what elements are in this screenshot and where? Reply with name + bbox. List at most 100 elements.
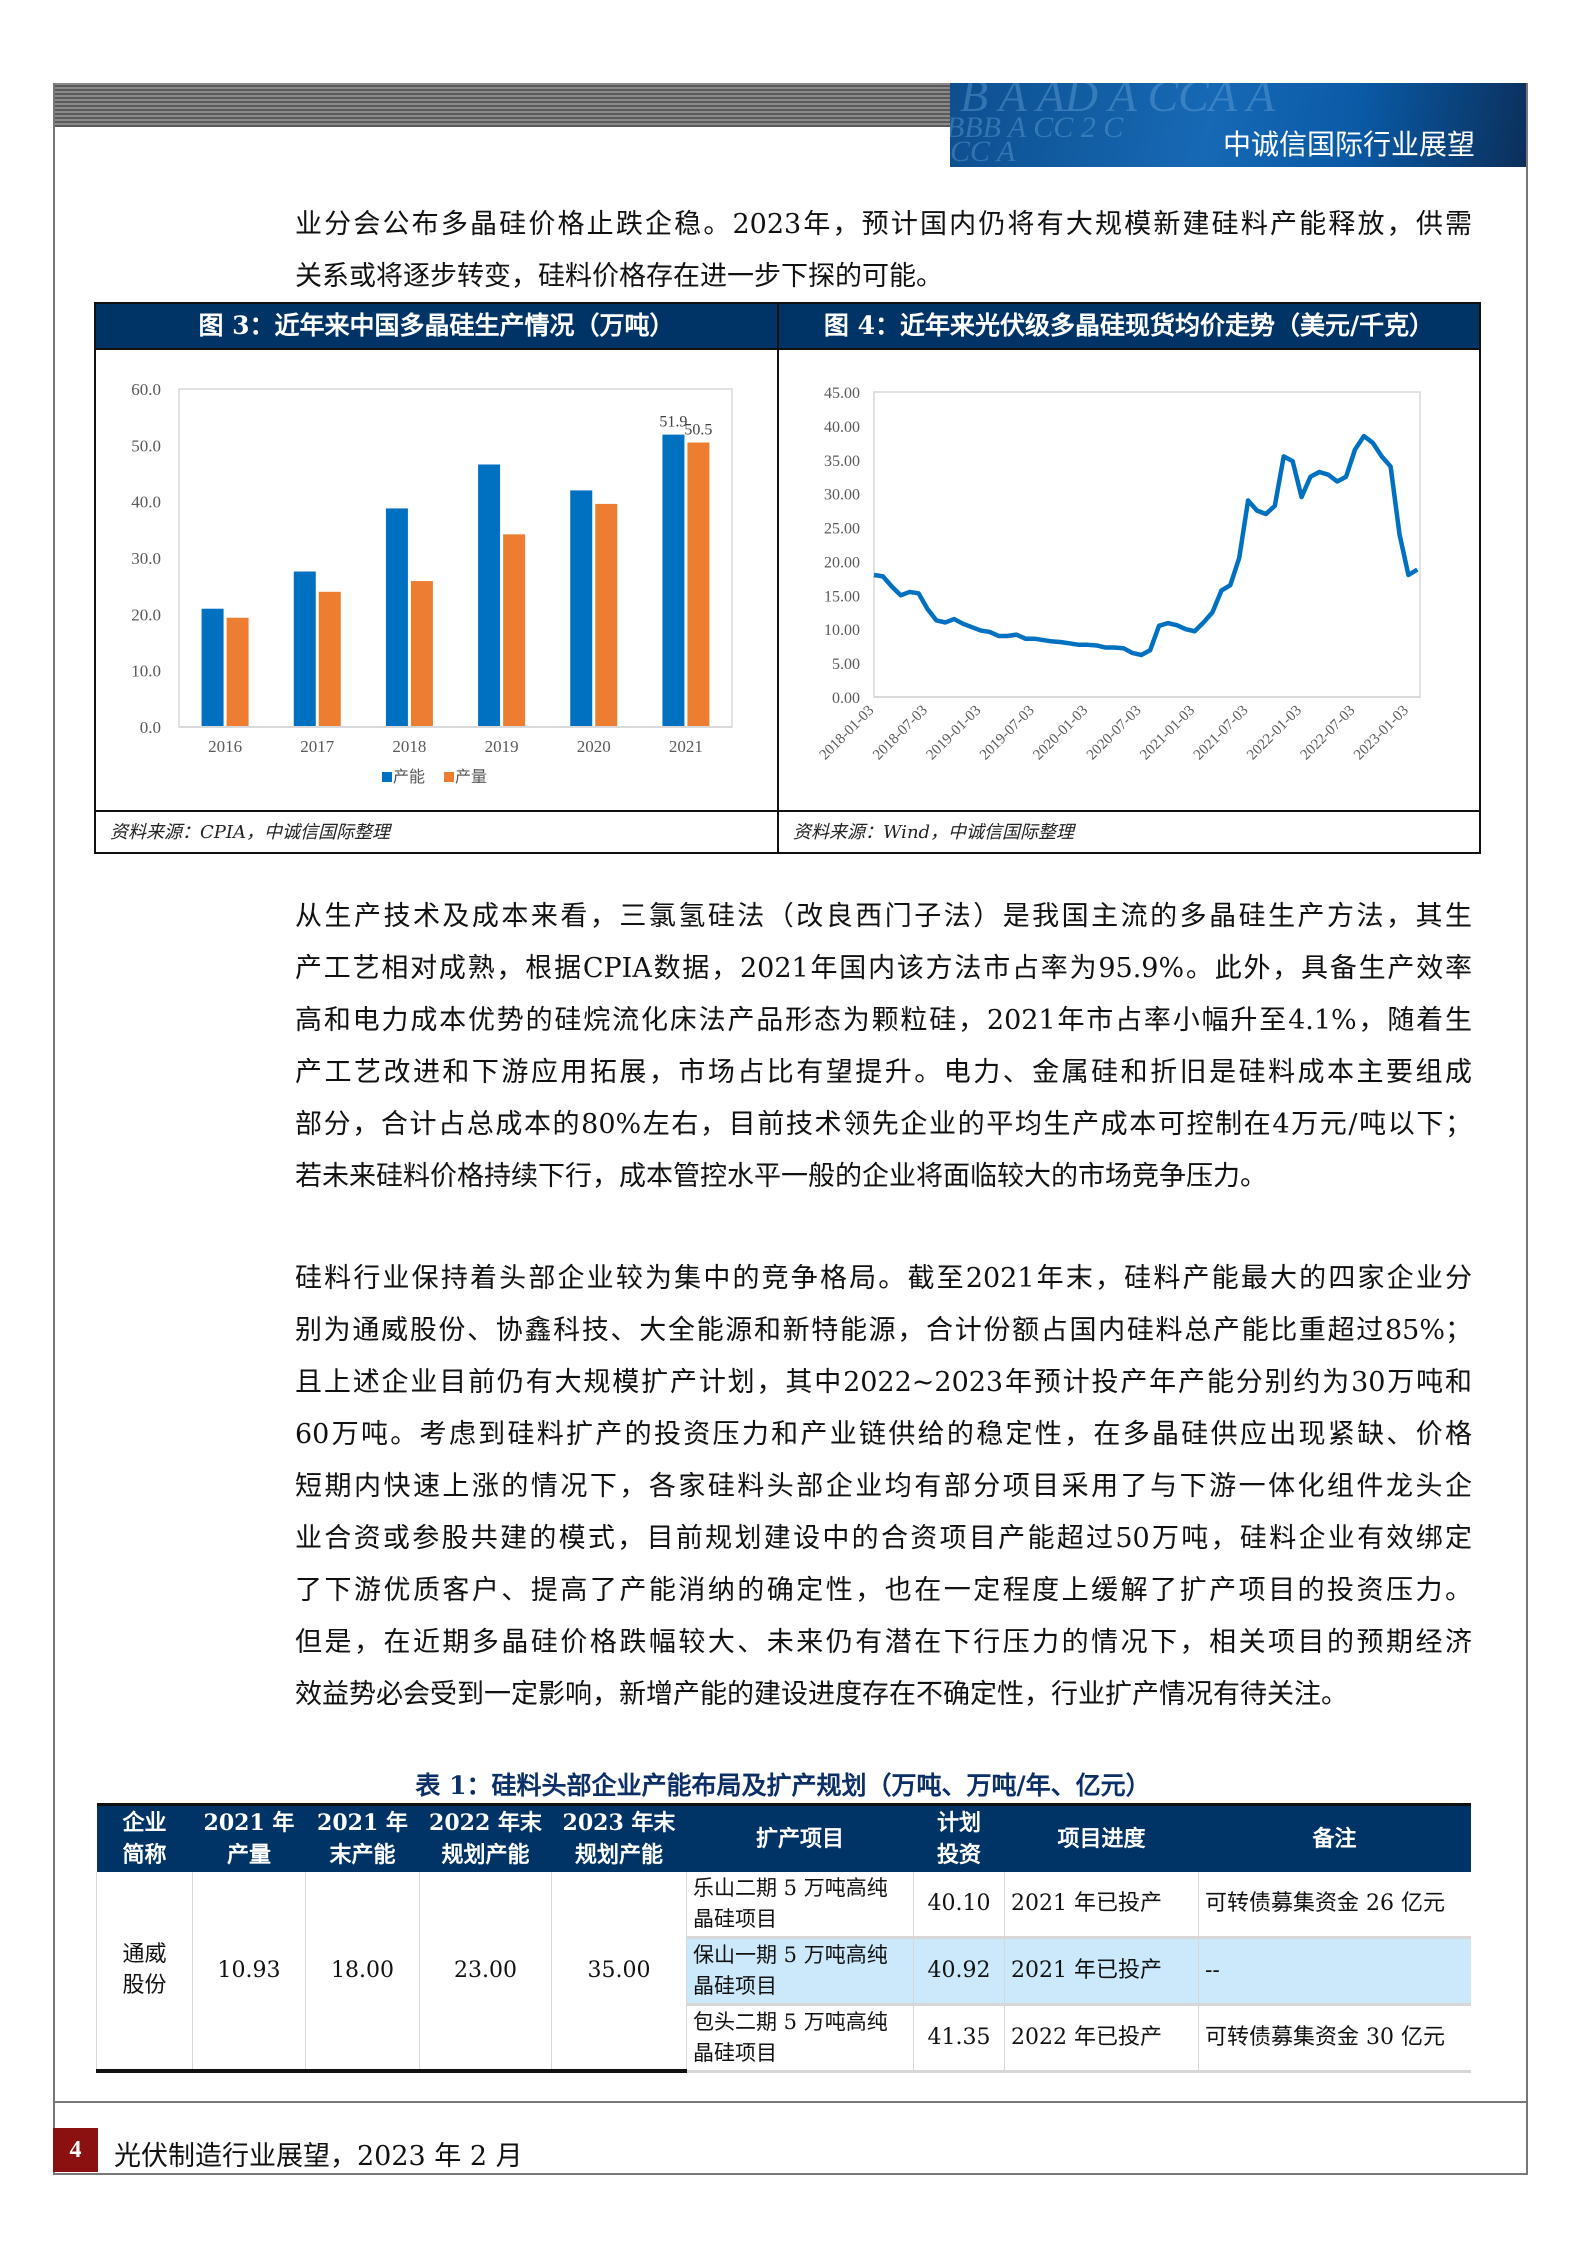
project-cell: 包头二期 5 万吨高纯晶硅项目 — [686, 2004, 914, 2073]
x-tick-label: 2020-01-03 — [1030, 703, 1091, 764]
paragraph-line: 高和电力成本优势的硅烷流化床法产品形态为颗粒硅，2021年市占率小幅升至4.1%… — [295, 1005, 1472, 1036]
column-header: 项目进度 — [1004, 1804, 1199, 1872]
value-cell: 35.00 — [551, 1871, 687, 2073]
bar-产量 — [318, 591, 341, 727]
bar-产能 — [385, 508, 408, 727]
x-tick-label: 2018-01-03 — [817, 703, 878, 764]
x-tick-label: 2021 — [669, 737, 703, 756]
paragraph-line: 若未来硅料价格持续下行，成本管控水平一般的企业将面临较大的市场竞争压力。 — [295, 1161, 1267, 1192]
column-header: 企业 简称 — [96, 1804, 193, 1872]
banner-decoration: B A AD A CCA A — [960, 83, 1275, 121]
column-header: 备注 — [1198, 1804, 1471, 1872]
banner-decoration: CC A — [950, 135, 1016, 167]
bar-产量 — [595, 503, 618, 727]
x-tick-label: 2022-01-03 — [1244, 703, 1305, 764]
y-tick-label: 40.00 — [824, 419, 860, 436]
note-cell: -- — [1198, 1937, 1471, 2006]
paragraph-line: 业合资或参股共建的模式，目前规划建设中的合资项目产能超过50万吨，硅料企业有效绑… — [295, 1523, 1472, 1554]
x-tick-label: 2018 — [392, 737, 426, 756]
figure-divider — [777, 304, 779, 852]
paragraph-line: 60万吨。考虑到硅料扩产的投资压力和产业链供给的稳定性，在多晶硅供应出现紧缺、价… — [295, 1419, 1472, 1450]
y-tick-label: 40.0 — [131, 493, 161, 512]
x-tick-label: 2019-07-03 — [977, 703, 1038, 764]
project-cell: 保山一期 5 万吨高纯晶硅项目 — [686, 1937, 914, 2006]
x-tick-label: 2017 — [300, 737, 335, 756]
x-tick-label: 2019 — [485, 737, 519, 756]
figure-panel: 图 3：近年来中国多晶硅生产情况（万吨） 图 4：近年来光伏级多晶硅现货均价走势… — [94, 302, 1481, 854]
y-tick-label: 50.0 — [131, 436, 161, 455]
note-cell: 可转债募集资金 26 亿元 — [1198, 1871, 1471, 1939]
paragraph-line: 从生产技术及成本来看，三氯氢硅法（改良西门子法）是我国主流的多晶硅生产方法，其生 — [295, 901, 1472, 932]
value-cell: 10.93 — [192, 1871, 306, 2073]
note-cell: 可转债募集资金 30 亿元 — [1198, 2004, 1471, 2073]
legend-label: 产能 — [393, 768, 425, 786]
footer-text: 光伏制造行业展望，2023 年 2 月 — [114, 2141, 523, 2172]
bar-产量 — [226, 617, 249, 727]
progress-cell: 2021 年已投产 — [1004, 1937, 1199, 2006]
capacity-table: 企业 简称 2021 年 产量 2021 年 末产能 2022 年末 规划产能 2023… — [96, 1803, 1471, 2073]
paragraph-line: 硅料行业保持着头部企业较为集中的竞争格局。截至2021年末，硅料产能最大的四家企… — [295, 1263, 1472, 1294]
column-header: 2021 年 末产能 — [305, 1804, 420, 1872]
bar-产量 — [410, 581, 433, 727]
data-label: 50.5 — [684, 422, 712, 439]
paragraph-line: 部分，合计占总成本的80%左右，目前技术领先企业的平均生产成本可控制在4万元/吨… — [295, 1109, 1472, 1140]
paragraph-line: 业分会公布多晶硅价格止跌企稳。2023年，预计国内仍将有大规模新建硅料产能释放，… — [295, 209, 1472, 240]
y-tick-label: 5.00 — [832, 656, 860, 673]
figure-4-source: 资料来源：Wind，中诚信国际整理 — [779, 810, 1479, 852]
table-row: 包头二期 5 万吨高纯晶硅项目 41.35 2022 年已投产 可转债募集资金 30 … — [97, 2004, 1471, 2073]
column-header: 2023 年末 规划产能 — [551, 1804, 687, 1872]
y-tick-label: 20.0 — [131, 605, 161, 624]
banner-decoration: BBB A CC 2 C — [950, 111, 1124, 144]
page-border-left — [53, 83, 55, 2175]
investment-cell: 40.92 — [913, 1937, 1005, 2006]
table-header-row: 企业 简称 2021 年 产量 2021 年 末产能 2022 年末 规划产能 2023… — [96, 1804, 1471, 1872]
legend-swatch — [382, 772, 392, 782]
footer-divider — [53, 2101, 1528, 2103]
bar-产量 — [503, 534, 526, 727]
header-banner: B A AD A CCA A BBB A CC 2 C CC A 中诚信国际行业… — [950, 83, 1527, 167]
progress-cell: 2021 年已投产 — [1004, 1871, 1199, 1939]
price-line — [873, 433, 1419, 658]
x-tick-label: 2016 — [208, 737, 242, 756]
paragraph-line: 产工艺相对成熟，根据CPIA数据，2021年国内该方法市占率为95.9%。此外，… — [295, 953, 1472, 984]
paragraph-line: 了下游优质客户、提高了产能消纳的确定性，也在一定程度上缓解了扩产项目的投资压力。 — [295, 1575, 1472, 1606]
x-tick-label: 2018-07-03 — [870, 703, 931, 764]
paragraph-line: 效益势必会受到一定影响，新增产能的建设进度存在不确定性，行业扩产情况有待关注。 — [295, 1679, 1348, 1710]
legend-label: 产量 — [455, 768, 487, 786]
data-label: 51.9 — [659, 414, 687, 431]
value-cell: 18.00 — [305, 1871, 420, 2073]
y-tick-label: 15.00 — [824, 588, 860, 605]
company-cell: 通威 股份 — [96, 1871, 193, 2073]
y-tick-label: 35.00 — [824, 453, 860, 470]
y-tick-label: 25.00 — [824, 521, 860, 538]
line-chart-price: 0.00 5.00 10.00 15.00 20.00 25.00 30.00 35.00 40… — [817, 385, 1421, 764]
y-tick-label: 45.00 — [824, 385, 860, 402]
column-header: 2021 年 产量 — [192, 1804, 306, 1872]
y-tick-label: 20.00 — [824, 554, 860, 571]
bar-产能 — [201, 608, 224, 727]
header-band — [53, 83, 950, 127]
x-tick-label: 2020 — [577, 737, 611, 756]
paragraph-line: 但是，在近期多晶硅价格跌幅较大、未来仍有潜在下行压力的情况下，相关项目的预期经济 — [295, 1627, 1472, 1658]
progress-cell: 2022 年已投产 — [1004, 2004, 1199, 2073]
table-row: 保山一期 5 万吨高纯晶硅项目 40.92 2021 年已投产 -- — [97, 1937, 1471, 2006]
plot-frame — [178, 388, 733, 728]
project-cell: 乐山二期 5 万吨高纯晶硅项目 — [686, 1871, 914, 1939]
paragraph-line: 且上述企业目前仍有大规模扩产计划，其中2022~2023年预计投产年产能分别约为… — [295, 1367, 1472, 1398]
bar-chart-production: 0.0 10.0 20.0 30.0 40.0 50.0 60.0 2016 2017 2018 2… — [131, 380, 733, 786]
table-title: 表 1：硅料头部企业产能布局及扩产规划（万吨、万吨/年、亿元） — [415, 1771, 1151, 1800]
y-tick-label: 10.00 — [824, 622, 860, 639]
figure-3-title: 图 3：近年来中国多晶硅生产情况（万吨） — [96, 304, 777, 350]
figure-4-title: 图 4：近年来光伏级多晶硅现货均价走势（美元/千克） — [779, 304, 1479, 350]
paragraph-line: 产工艺改进和下游应用拓展，市场占比有望提升。电力、金属硅和折旧是硅料成本主要组成 — [295, 1057, 1472, 1088]
paragraph-line: 别为通威股份、协鑫科技、大全能源和新特能源，合计份额占国内硅料总产能比重超过85… — [295, 1315, 1472, 1346]
y-tick-label: 0.00 — [832, 690, 860, 707]
column-header: 计划 投资 — [913, 1804, 1005, 1872]
x-tick-label: 2022-07-03 — [1298, 703, 1359, 764]
x-tick-label: 2023-01-03 — [1351, 703, 1412, 764]
y-tick-label: 60.0 — [131, 380, 161, 399]
investment-cell: 41.35 — [913, 2004, 1005, 2073]
paragraph-line: 关系或将逐步转变，硅料价格存在进一步下探的可能。 — [295, 261, 943, 292]
table-row: 通威 股份 10.93 18.00 23.00 35.00 乐山二期 5 万吨高纯晶硅项目… — [96, 1871, 1471, 2073]
investment-cell: 40.10 — [913, 1871, 1005, 1939]
